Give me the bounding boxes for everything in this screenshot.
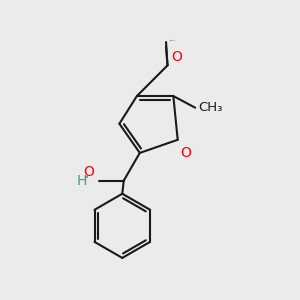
- Text: O: O: [171, 50, 182, 64]
- Text: ·: ·: [83, 169, 89, 187]
- Text: CH₃: CH₃: [198, 101, 223, 114]
- Text: H: H: [77, 175, 88, 188]
- Text: methoxy_label: methoxy_label: [167, 39, 178, 41]
- Text: methoxy: methoxy: [168, 38, 175, 39]
- Text: methoxy: methoxy: [170, 39, 176, 41]
- Text: O: O: [84, 165, 94, 179]
- Text: O: O: [181, 146, 191, 160]
